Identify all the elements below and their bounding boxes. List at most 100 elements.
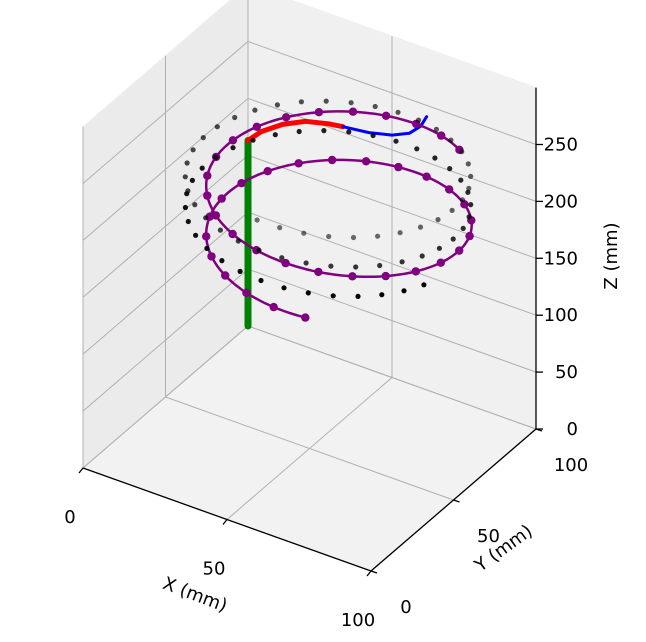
helix-point: [395, 109, 401, 115]
helix-point: [272, 132, 278, 138]
helix-marker: [263, 167, 272, 176]
y-tick-label: 100: [554, 455, 588, 476]
helix-point: [185, 218, 191, 225]
helix-marker: [202, 232, 211, 241]
helix-point: [182, 174, 188, 180]
helix-point: [370, 132, 376, 139]
helix-point: [393, 138, 399, 144]
helix-point: [219, 258, 225, 264]
helix-point: [416, 117, 422, 123]
helix-point: [237, 268, 243, 274]
helix-marker: [281, 258, 290, 268]
y-tick-label: 50: [477, 526, 500, 547]
x-tick-label: 50: [203, 559, 226, 580]
helix-point: [348, 100, 354, 106]
z-gridline: [82, 97, 537, 241]
helix-point: [355, 293, 361, 299]
helix-point: [375, 233, 381, 239]
helix-point: [298, 99, 304, 105]
y-tick-mark: [370, 570, 378, 574]
helix-point: [256, 247, 262, 253]
helix-marker: [437, 131, 446, 140]
helix-point: [182, 204, 188, 211]
helix-point: [326, 233, 332, 240]
helix-point: [301, 230, 307, 236]
helix-marker: [455, 246, 464, 255]
helix-marker: [348, 272, 357, 281]
helix-marker: [228, 136, 238, 145]
helix-marker: [301, 313, 310, 322]
helix-marker: [269, 302, 278, 312]
helix-marker: [411, 267, 420, 276]
helix-point: [258, 277, 264, 284]
helix-marker: [242, 288, 251, 297]
helix-point: [419, 253, 425, 259]
helix-point: [305, 290, 311, 296]
helix-point: [465, 161, 471, 167]
axis-panes: [82, 0, 537, 572]
z-tick-label: 100: [544, 305, 578, 326]
y-tick-mark: [453, 499, 460, 503]
helix-point: [277, 225, 283, 231]
helix-marker: [422, 172, 431, 181]
helix-point: [203, 215, 209, 221]
helix-point: [372, 103, 378, 110]
helix-point: [435, 217, 441, 223]
helix-point: [199, 165, 205, 171]
helix-point: [193, 232, 199, 238]
helix-point: [200, 135, 206, 141]
helix-point: [466, 185, 472, 191]
helix-marker: [394, 162, 403, 172]
helix-marker: [445, 185, 454, 194]
x-tick-label: 100: [341, 610, 375, 631]
helix-point: [190, 147, 196, 153]
helix-point: [303, 260, 309, 266]
helix-point: [184, 191, 190, 197]
helix-marker: [252, 122, 261, 131]
helix-marker: [465, 231, 474, 241]
helix-marker: [281, 113, 291, 122]
x-tick-mark: [222, 519, 228, 525]
helix-marker: [348, 107, 358, 116]
helix-point: [466, 214, 472, 220]
helix-point: [432, 155, 438, 161]
helix-marker: [207, 252, 216, 261]
helix-marker: [436, 258, 445, 267]
z-tick-label: 0: [567, 419, 578, 440]
helix-point: [330, 293, 336, 299]
helix-point: [460, 225, 466, 231]
helix-point: [433, 126, 439, 132]
helix-point: [459, 197, 466, 203]
helix-marker: [217, 194, 226, 203]
helix-point: [449, 207, 455, 213]
helix-marker: [381, 271, 390, 281]
tick-labels: 0 50 100 0 50 100 0 50 100 150 200 250: [64, 135, 588, 632]
helix-marker: [237, 179, 246, 188]
helix-point: [468, 173, 474, 179]
helix-marker: [203, 191, 212, 200]
helix-point: [377, 262, 383, 269]
helix-point: [217, 227, 223, 233]
helix-marker: [314, 267, 323, 277]
helix-point: [296, 128, 302, 135]
helix-point: [397, 230, 403, 236]
helix-point: [399, 259, 405, 265]
helix-point: [421, 282, 427, 288]
x-tick-mark: [78, 467, 84, 474]
x-tick-mark: [366, 570, 372, 577]
z-tick-label: 250: [544, 135, 578, 156]
z-tick-label: 200: [544, 191, 578, 212]
helix-point: [468, 202, 474, 208]
helix-point: [401, 288, 407, 294]
helix-marker: [314, 108, 324, 117]
z-tick-label: 150: [544, 248, 578, 269]
helix-point: [235, 238, 241, 244]
x-tick-label: 0: [64, 507, 75, 528]
helix-point: [279, 255, 285, 261]
helix-point: [459, 149, 465, 155]
helix-point: [254, 217, 260, 223]
helix-point: [274, 102, 280, 108]
helix-point: [281, 285, 287, 291]
